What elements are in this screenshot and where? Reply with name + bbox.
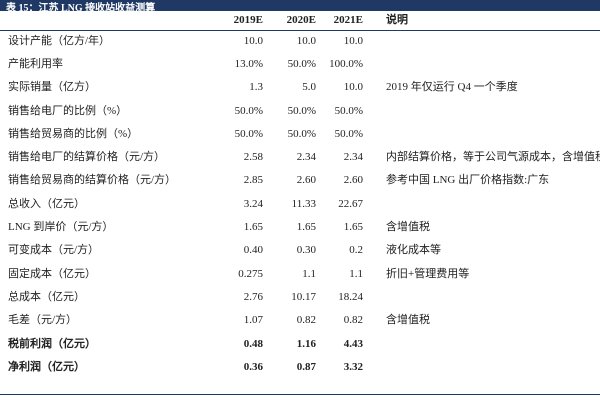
row-label: 产能利用率 [8,57,63,70]
cell-value: 22.67 [338,197,363,210]
cell-value: 5.0 [302,81,316,94]
cell-value: 11.33 [291,197,316,210]
cell-value: 50.0% [234,127,263,140]
row-label: 销售给电厂的结算价格（元/方） [8,151,166,164]
cell-value: 0.30 [296,244,316,257]
cell-value: 50.0% [234,104,263,117]
cell-value: 0.82 [343,314,363,327]
cell-value: 1.65 [243,221,263,234]
cell-value: 2.60 [343,174,363,187]
row-label: 总成本（亿元） [8,290,85,303]
note: 2019 年仅运行 Q4 一个季度 [386,81,518,94]
note: 含增值税 [386,221,430,234]
header-rule [0,30,600,31]
cell-value: 50.0% [334,104,363,117]
cell-value: 2.58 [243,151,263,164]
cell-value: 1.16 [296,337,316,350]
note: 参考中国 LNG 出厂价格指数:广东 [386,174,550,187]
cell-value: 0.2 [349,244,363,257]
cell-value: 2.34 [296,151,316,164]
cell-value: 100.0% [329,57,363,70]
cell-value: 50.0% [287,104,316,117]
row-label: 设计产能（亿方/年） [8,34,111,47]
bottom-rule [0,394,600,395]
column-header: 2021E [333,14,363,26]
row-label: 税前利润（亿元） [8,337,96,350]
cell-value: 10.0 [296,34,316,47]
row-label: 毛差（元/方） [8,314,78,327]
row-label: 实际销量（亿方） [8,81,96,94]
note: 含增值税 [386,314,430,327]
cell-value: 2.34 [343,151,363,164]
row-label: 销售给贸易商的比例（%） [8,127,139,140]
cell-value: 1.3 [249,81,263,94]
cell-value: 18.24 [338,290,363,303]
cell-value: 50.0% [334,127,363,140]
cell-value: 1.1 [349,267,363,280]
cell-value: 13.0% [234,57,263,70]
cell-value: 0.82 [296,314,316,327]
cell-value: 1.07 [243,314,263,327]
cell-value: 50.0% [287,57,316,70]
cell-value: 10.17 [291,290,316,303]
cell-value: 2.60 [296,174,316,187]
row-label: 净利润（亿元） [8,360,85,373]
row-label: 可变成本（元/方） [8,244,100,257]
column-header: 2019E [233,14,263,26]
cell-value: 1.65 [343,221,363,234]
cell-value: 3.24 [243,197,263,210]
column-header: 2020E [286,14,316,26]
row-label: LNG 到岸价（元/方） [8,221,114,234]
note: 折旧+管理费用等 [386,267,470,280]
cell-value: 2.76 [243,290,263,303]
cell-value: 0.275 [238,267,263,280]
cell-value: 10.0 [343,81,363,94]
note: 内部结算价格，等于公司气源成本，含增值税 [386,151,600,164]
cell-value: 0.36 [243,360,263,373]
cell-value: 3.32 [343,360,363,373]
cell-value: 4.43 [343,337,363,350]
row-label: 固定成本（亿元） [8,267,96,280]
row-label: 总收入（亿元） [8,197,85,210]
cell-value: 0.87 [296,360,316,373]
cell-value: 2.85 [243,174,263,187]
column-header: 说明 [386,14,408,26]
cell-value: 50.0% [287,127,316,140]
row-label: 销售给贸易商的结算价格（元/方） [8,174,177,187]
cell-value: 10.0 [243,34,263,47]
cell-value: 10.0 [343,34,363,47]
title-bar: 表 15：江苏 LNG 接收站收益测算 [0,0,600,14]
table-title: 表 15：江苏 LNG 接收站收益测算 [6,3,156,14]
cell-value: 0.48 [243,337,263,350]
note: 液化成本等 [386,244,441,257]
cell-value: 0.40 [243,244,263,257]
cell-value: 1.1 [302,267,316,280]
row-label: 销售给电厂的比例（%） [8,104,128,117]
cell-value: 1.65 [296,221,316,234]
